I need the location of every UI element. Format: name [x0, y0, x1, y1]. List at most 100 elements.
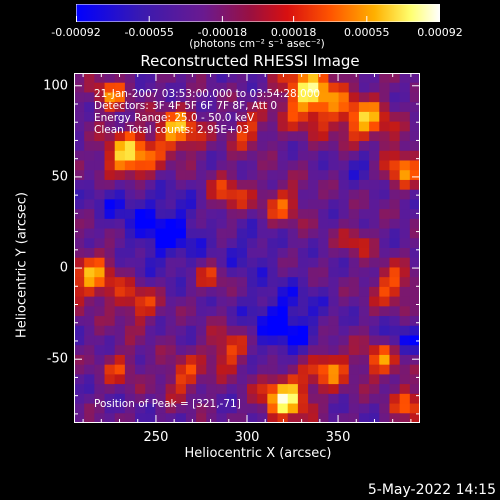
heatmap-cell: [226, 277, 238, 288]
heatmap-cell: [124, 102, 136, 113]
heatmap-cell: [165, 257, 177, 269]
heatmap-cell: [287, 121, 299, 132]
heatmap-cell: [358, 150, 370, 162]
heatmap-cell: [104, 238, 116, 249]
heatmap-cell: [328, 111, 340, 123]
heatmap-cell: [226, 316, 238, 327]
heatmap-cell: [236, 121, 248, 132]
heatmap-cell: [175, 286, 187, 298]
heatmap-cell: [267, 403, 279, 414]
heatmap-cell: [277, 354, 289, 366]
heatmap-cell: [84, 131, 95, 142]
heatmap-cell: [277, 335, 289, 346]
heatmap-cell: [185, 335, 197, 346]
heatmap-cell: [124, 306, 136, 317]
heatmap-cell: [135, 73, 146, 84]
heatmap-cell: [175, 267, 187, 278]
heatmap-cell: [287, 141, 299, 152]
heatmap-cell: [175, 277, 187, 288]
heatmap-cell: [277, 248, 289, 259]
heatmap-cell: [247, 286, 258, 298]
heatmap-cell: [135, 403, 146, 414]
heatmap-cell: [84, 170, 95, 181]
heatmap-cell: [409, 199, 420, 210]
heatmap-cell: [165, 218, 177, 230]
heatmap-cell: [135, 286, 146, 298]
heatmap-cell: [369, 189, 380, 200]
heatmap-cell: [124, 325, 136, 337]
axis-ticks: [74, 73, 420, 423]
heatmap-cell: [104, 150, 116, 162]
heatmap-cell: [74, 150, 85, 162]
heatmap-cell: [247, 384, 258, 395]
heatmap-cell: [379, 248, 391, 259]
heatmap-cell: [155, 150, 167, 162]
heatmap-cell: [104, 306, 116, 317]
heatmap-cell: [369, 218, 380, 230]
heatmap-cell: [94, 150, 106, 162]
x-tick-label: 350: [325, 430, 351, 445]
heatmap-cell: [145, 316, 157, 327]
heatmap-cell: [226, 267, 238, 278]
heatmap-cell: [175, 209, 187, 220]
heatmap-cell: [155, 374, 167, 385]
heatmap-cell: [236, 82, 248, 94]
heatmap-cell: [277, 316, 289, 327]
heatmap-cell: [318, 257, 330, 269]
heatmap-cell: [297, 316, 309, 327]
heatmap-cell: [94, 131, 106, 142]
heatmap-cell: [155, 267, 167, 278]
heatmap-cell: [175, 141, 187, 152]
heatmap-cell: [226, 306, 238, 317]
heatmap-cell: [287, 248, 299, 259]
heatmap-cell: [297, 170, 309, 181]
heatmap-cell: [74, 335, 85, 346]
heatmap-cell: [165, 199, 177, 210]
heatmap-cell: [308, 393, 319, 405]
heatmap-cell: [369, 248, 380, 259]
heatmap-cell: [257, 111, 268, 123]
heatmap-cell: [379, 306, 391, 317]
heatmap-cell: [348, 199, 360, 210]
heatmap-cell: [236, 354, 248, 366]
heatmap-cell: [348, 179, 360, 191]
heatmap-cell: [74, 374, 85, 385]
heatmap-cell: [104, 257, 116, 269]
chart-title: Reconstructed RHESSI Image: [140, 52, 360, 70]
heatmap-cell: [257, 306, 268, 317]
heatmap-cell: [277, 209, 289, 220]
heatmap-cell: [379, 403, 391, 414]
heatmap-cell: [74, 393, 85, 405]
heatmap-cell: [399, 277, 411, 288]
heatmap-cell: [257, 374, 268, 385]
heatmap-cell: [74, 403, 85, 414]
heatmap-cell: [318, 413, 330, 423]
heatmap-cell: [226, 82, 238, 94]
heatmap-cell: [379, 121, 391, 132]
heatmap-cell: [155, 316, 167, 327]
heatmap-cell: [236, 267, 248, 278]
heatmap-cell: [297, 393, 309, 405]
heatmap-cell: [318, 189, 330, 200]
heatmap-cell: [257, 345, 268, 356]
heatmap-cell: [104, 316, 116, 327]
heatmap-cell: [379, 238, 391, 249]
heatmap-cell: [114, 335, 126, 346]
heatmap-cell: [236, 238, 248, 249]
heatmap-cell: [348, 170, 360, 181]
heatmap-cell: [409, 364, 420, 375]
heatmap-cell: [155, 209, 167, 220]
heatmap-cell: [399, 121, 411, 132]
heatmap-cell: [389, 277, 401, 288]
heatmap-cell: [135, 102, 146, 113]
heatmap-cell: [318, 209, 330, 220]
heatmap-cell: [104, 209, 116, 220]
heatmap-cell: [369, 345, 380, 356]
heatmap-cell: [84, 209, 95, 220]
heatmap-cell: [165, 413, 177, 423]
heatmap-cell: [175, 248, 187, 259]
heatmap-cell: [257, 316, 268, 327]
heatmap-cell: [338, 325, 350, 337]
heatmap-cell: [308, 384, 319, 395]
heatmap-cell: [247, 189, 258, 200]
